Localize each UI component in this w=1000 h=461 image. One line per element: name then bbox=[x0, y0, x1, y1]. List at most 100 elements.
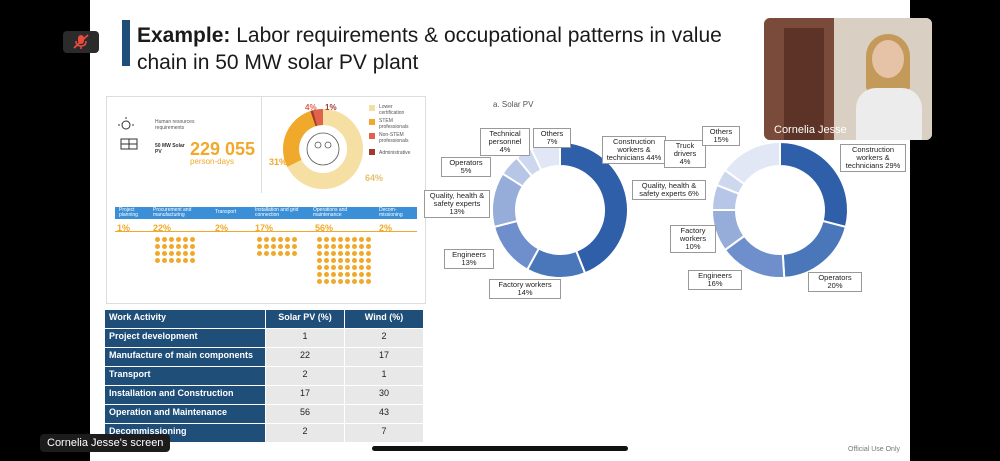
pct-operations: 56% bbox=[315, 223, 334, 233]
person-dot bbox=[324, 265, 329, 270]
mute-button[interactable] bbox=[63, 31, 99, 53]
table-row: Project development 1 2 bbox=[104, 328, 424, 348]
plant-label: 50 MW Solar PV bbox=[155, 143, 185, 155]
donut-slice-operators bbox=[781, 219, 848, 279]
participant-video-tile[interactable] bbox=[764, 18, 932, 140]
wind-label-operators: Operators 20% bbox=[808, 272, 862, 292]
person-dot bbox=[190, 251, 195, 256]
person-dot bbox=[278, 251, 283, 256]
solar-cell: 56 bbox=[265, 404, 345, 424]
participant-face bbox=[872, 40, 904, 78]
pct-procurement: 22% bbox=[153, 223, 172, 233]
person-dot bbox=[331, 272, 336, 277]
person-dot bbox=[292, 244, 297, 249]
person-dot bbox=[331, 258, 336, 263]
header-solar-pv: Solar PV (%) bbox=[265, 309, 345, 329]
person-dot bbox=[169, 244, 174, 249]
person-dot bbox=[359, 279, 364, 284]
value-chain-bar bbox=[115, 207, 417, 219]
total-person-days: 229 055 bbox=[190, 139, 256, 159]
solar-pv-donut-chart bbox=[491, 140, 629, 279]
table-row: Installation and Construction 17 30 bbox=[104, 385, 424, 405]
person-dot bbox=[271, 237, 276, 242]
hr-summary: Human resources requirements 50 MW Solar… bbox=[107, 97, 262, 193]
person-dot bbox=[366, 265, 371, 270]
person-dot bbox=[190, 244, 195, 249]
stage-procurement: Procurement and manufacturing bbox=[153, 207, 192, 218]
wind-label-construction: Construction workers & technicians 29% bbox=[840, 144, 906, 172]
person-dot bbox=[331, 265, 336, 270]
solar-label-qhs: Quality, health & safety experts 13% bbox=[424, 190, 490, 218]
person-dot bbox=[359, 272, 364, 277]
person-dot bbox=[317, 237, 322, 242]
solar-cell: 2 bbox=[265, 366, 345, 386]
person-dot bbox=[285, 237, 290, 242]
activity-cell: Transport bbox=[104, 366, 266, 386]
person-dot bbox=[331, 244, 336, 249]
wind-label-factory: Factory workers 10% bbox=[670, 225, 716, 253]
person-dot bbox=[366, 237, 371, 242]
stage-installation: Installation and grid connection bbox=[255, 207, 299, 218]
wind-label-others: Others 15% bbox=[702, 126, 740, 146]
person-dot bbox=[324, 237, 329, 242]
person-dot bbox=[176, 258, 181, 263]
person-dot bbox=[264, 244, 269, 249]
person-dot bbox=[169, 251, 174, 256]
labor-infographic: Human resources requirements 50 MW Solar… bbox=[106, 96, 426, 304]
person-dot bbox=[317, 265, 322, 270]
solar-label-others: Others 7% bbox=[533, 128, 571, 148]
donut-slice-engineers bbox=[492, 219, 541, 271]
person-dot bbox=[317, 279, 322, 284]
solar-cell: 1 bbox=[265, 328, 345, 348]
person-dot bbox=[169, 258, 174, 263]
wind-cell: 7 bbox=[344, 423, 424, 443]
person-dot bbox=[162, 258, 167, 263]
person-dot bbox=[317, 251, 322, 256]
footer-classification: Official Use Only bbox=[848, 446, 900, 453]
person-dot bbox=[345, 265, 350, 270]
person-dot bbox=[338, 279, 343, 284]
person-dot bbox=[331, 279, 336, 284]
horizontal-scrollbar[interactable] bbox=[372, 446, 628, 451]
chart-title-solar: a. Solar PV bbox=[493, 100, 534, 109]
person-dot bbox=[162, 251, 167, 256]
person-dot bbox=[257, 244, 262, 249]
person-dot bbox=[345, 244, 350, 249]
person-dot bbox=[345, 237, 350, 242]
person-dot bbox=[317, 272, 322, 277]
person-dot bbox=[278, 244, 283, 249]
wind-donut-chart bbox=[710, 140, 849, 279]
wind-cell: 17 bbox=[344, 347, 424, 367]
person-dot bbox=[352, 251, 357, 256]
slide-title: Example: Labor requirements & occupation… bbox=[137, 24, 722, 74]
person-dot bbox=[359, 244, 364, 249]
person-dot bbox=[352, 237, 357, 242]
donut-slice-others bbox=[723, 140, 781, 186]
certification-donut bbox=[283, 108, 363, 189]
wind-cell: 2 bbox=[344, 328, 424, 348]
legend-lower-certification: Lower certification bbox=[379, 104, 405, 116]
person-dot bbox=[176, 237, 181, 242]
person-dot bbox=[278, 237, 283, 242]
pie-label-64: 64% bbox=[365, 173, 384, 183]
person-dot bbox=[183, 251, 188, 256]
person-dot bbox=[331, 251, 336, 256]
video-background-door bbox=[784, 28, 824, 140]
stage-operations: Operations and maintenance bbox=[313, 207, 348, 218]
person-dot bbox=[366, 272, 371, 277]
person-dot bbox=[366, 251, 371, 256]
person-dot bbox=[359, 258, 364, 263]
header-work-activity: Work Activity bbox=[104, 309, 266, 329]
solar-label-operators: Operators 5% bbox=[441, 157, 491, 177]
pie-label-31: 31% bbox=[269, 157, 288, 167]
person-days-unit: person-days bbox=[190, 157, 235, 166]
pct-installation: 17% bbox=[255, 223, 274, 233]
person-dot bbox=[324, 258, 329, 263]
person-dot bbox=[190, 237, 195, 242]
solar-cell: 17 bbox=[265, 385, 345, 405]
person-dot bbox=[338, 265, 343, 270]
title-accent-bar bbox=[122, 20, 130, 66]
person-dot bbox=[352, 265, 357, 270]
person-dot bbox=[176, 251, 181, 256]
person-dot bbox=[285, 244, 290, 249]
